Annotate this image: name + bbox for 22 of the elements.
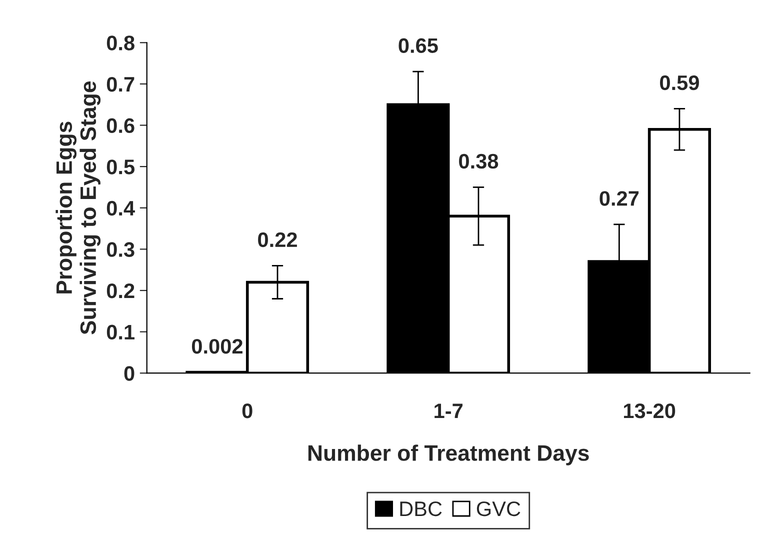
legend-label: DBC [400, 501, 442, 516]
data-label: 0.59 [660, 75, 699, 90]
y-tick-label: 0.4 [106, 200, 135, 216]
x-tick-label: 0 [242, 404, 252, 418]
y-tick-label: 0.3 [106, 242, 134, 257]
data-label: 0.38 [459, 154, 498, 169]
x-tick-label: 1-7 [434, 404, 462, 418]
y-tick-label: 0.8 [106, 36, 134, 50]
y-tick-label: 0.1 [106, 324, 134, 340]
x-axis-title: Number of Treatment Days [308, 444, 589, 466]
data-label: 0.65 [398, 38, 438, 53]
y-tick-label: 0.6 [106, 118, 134, 134]
data-label: 0.002 [192, 338, 242, 354]
y-tick-label: 0.7 [106, 76, 134, 92]
y-axis-title: Proportion Eggs Surviving to Eyed Stage [56, 81, 101, 334]
y-tick-label: 0.5 [106, 160, 134, 174]
data-label: 0.27 [600, 191, 639, 206]
y-tick-label: 0 [124, 366, 134, 381]
x-tick-label: 13-20 [624, 404, 676, 418]
data-label: 0.22 [258, 232, 297, 248]
y-tick-label: 0.2 [106, 283, 134, 298]
legend-label: GVC [476, 501, 520, 516]
